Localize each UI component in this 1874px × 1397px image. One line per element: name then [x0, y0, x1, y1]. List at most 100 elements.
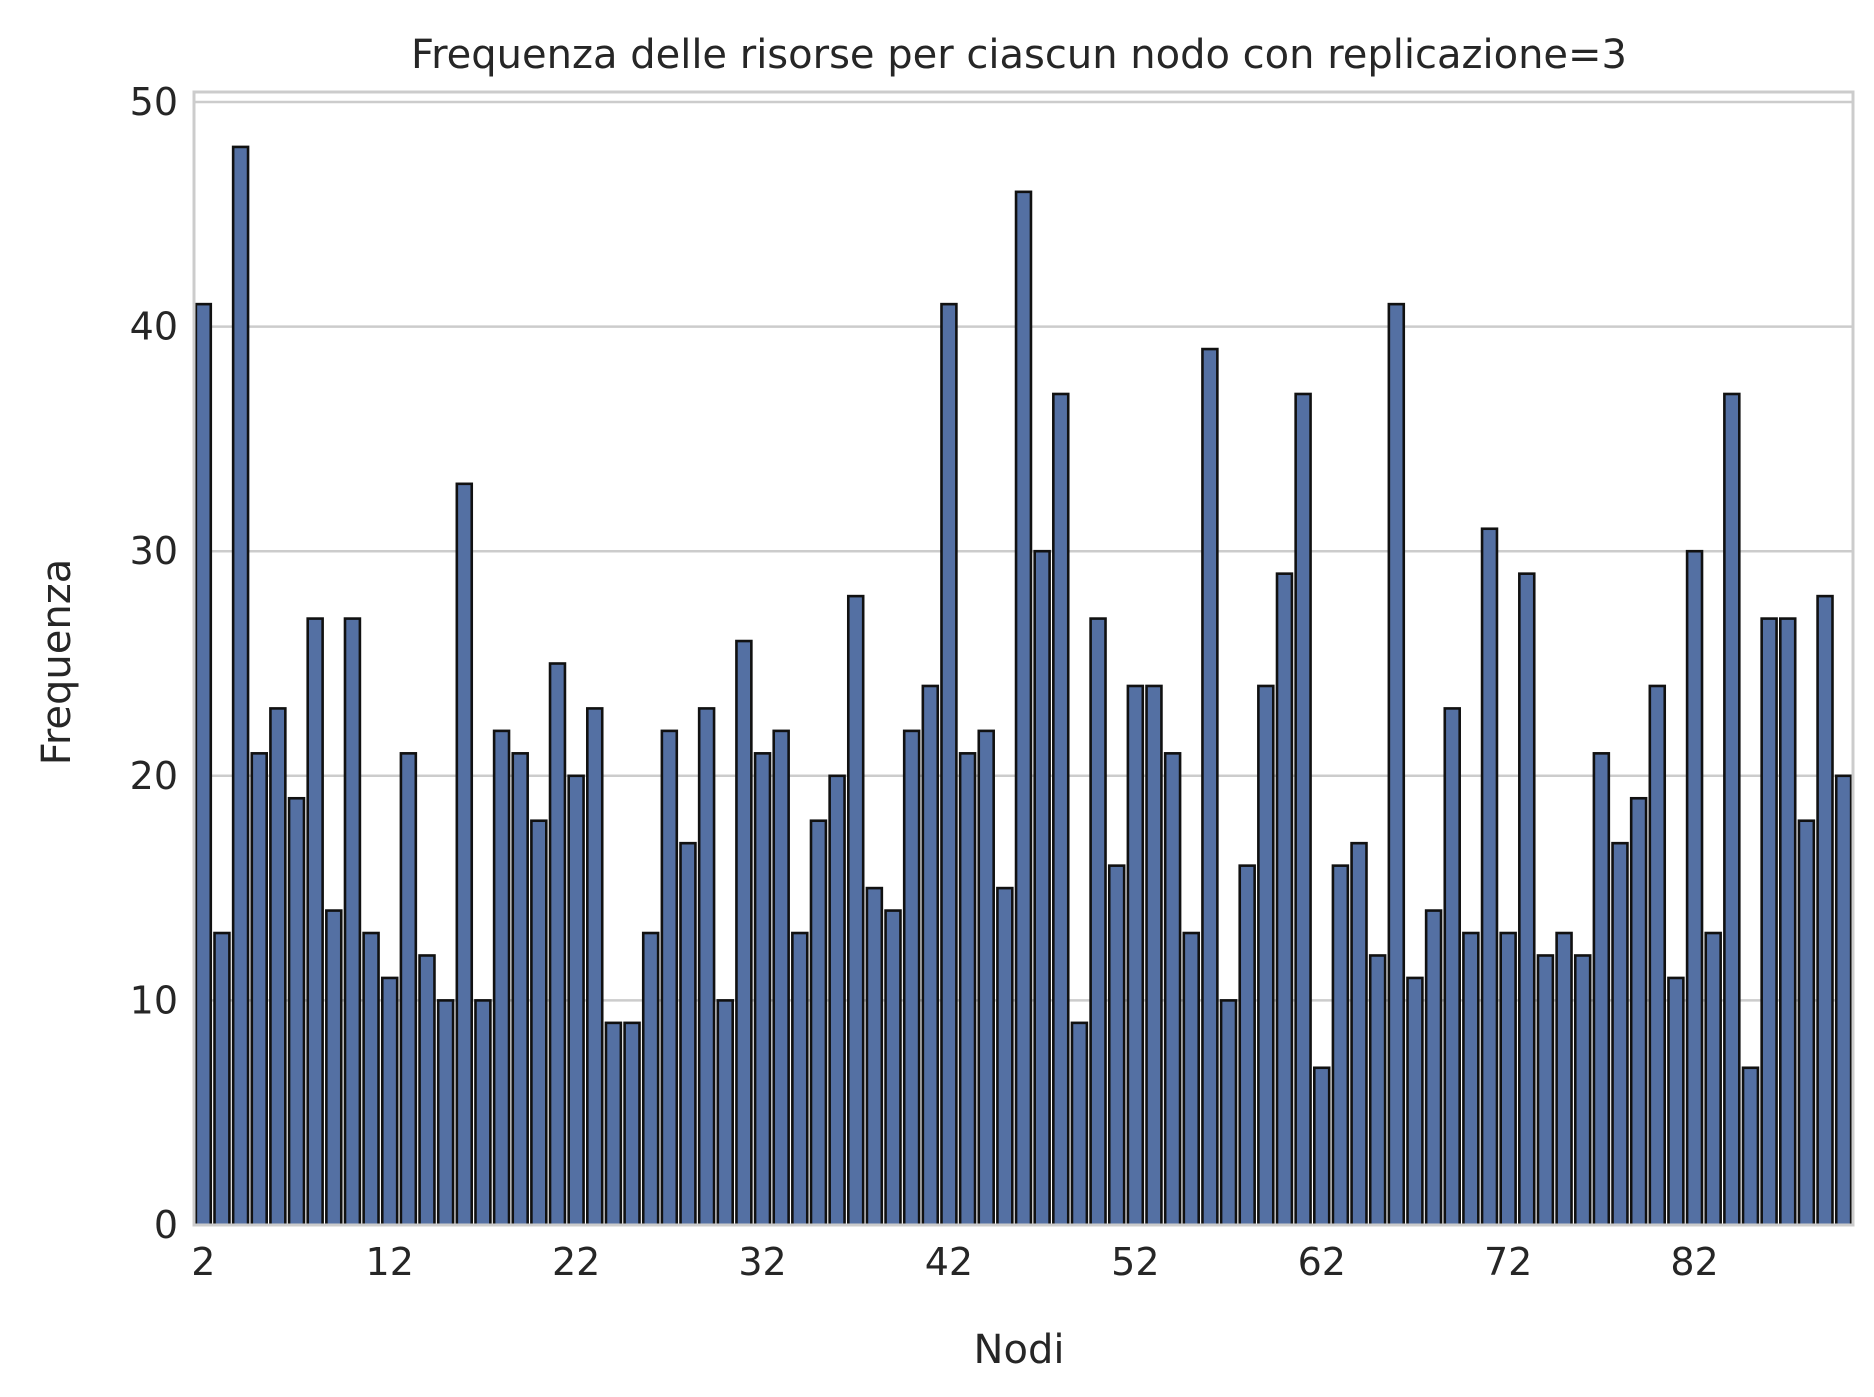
y-tick-label: 10	[130, 978, 178, 1022]
bar-node-63	[1331, 864, 1350, 1227]
bar-node-19	[511, 752, 529, 1227]
bar-node-29	[697, 707, 716, 1227]
bar-node-64	[1350, 841, 1368, 1227]
bar-node-27	[660, 729, 679, 1227]
bar-node-69	[1443, 707, 1461, 1227]
bar-node-58	[1238, 864, 1256, 1227]
bar-node-71	[1480, 527, 1499, 1227]
bar-node-37	[846, 594, 865, 1227]
bar-node-86	[1760, 617, 1778, 1227]
bar-node-54	[1163, 752, 1182, 1227]
bar-node-18	[492, 729, 511, 1227]
bar-node-83	[1704, 931, 1722, 1227]
bar-node-52	[1126, 684, 1145, 1227]
bar-node-76	[1573, 954, 1592, 1227]
bar-node-28	[679, 841, 697, 1227]
bar-node-47	[1033, 549, 1051, 1227]
bar-node-9	[325, 909, 343, 1227]
bar-node-10	[343, 617, 362, 1227]
bar-node-88	[1797, 819, 1816, 1227]
bar-node-80	[1648, 684, 1667, 1227]
chart-title: Frequenza delle risorse per ciascun nodo…	[411, 32, 1627, 78]
bar-node-6	[269, 707, 287, 1227]
bar-node-35	[809, 819, 828, 1227]
plot-frame	[192, 90, 1855, 1227]
bar-node-43	[958, 752, 977, 1227]
bar-node-5	[250, 752, 268, 1227]
bar-node-53	[1145, 684, 1163, 1227]
bar-node-44	[977, 729, 995, 1227]
bar-node-22	[567, 774, 585, 1227]
y-tick-label: 40	[130, 305, 178, 349]
bar-node-7	[287, 796, 306, 1227]
bar-node-81	[1667, 976, 1685, 1227]
bar-node-31	[735, 639, 753, 1227]
y-tick-labels: 0 10 20 30 40 50	[130, 80, 178, 1247]
x-tick-label: 2	[191, 1240, 215, 1284]
bar-node-77	[1592, 752, 1611, 1227]
bar-node-48	[1052, 392, 1070, 1227]
bar-node-12	[380, 976, 399, 1227]
bar-node-79	[1629, 796, 1648, 1227]
bars	[194, 145, 1853, 1227]
bar-node-74	[1536, 954, 1555, 1227]
bar-node-70	[1462, 931, 1480, 1227]
y-tick-label: 0	[154, 1203, 178, 1247]
bar-node-56	[1201, 347, 1219, 1227]
bar-node-65	[1368, 954, 1387, 1227]
x-tick-label: 52	[1111, 1240, 1159, 1284]
bar-node-73	[1518, 572, 1536, 1227]
y-tick-label: 20	[130, 754, 178, 798]
bar-node-59	[1257, 684, 1275, 1227]
x-tick-label: 32	[738, 1240, 786, 1284]
bar-node-26	[641, 931, 660, 1227]
x-tick-label: 82	[1670, 1240, 1718, 1284]
x-tick-label: 12	[366, 1240, 414, 1284]
bar-node-55	[1182, 931, 1201, 1227]
bar-node-14	[418, 954, 436, 1227]
bar-node-60	[1275, 572, 1294, 1227]
bar-node-49	[1070, 1021, 1089, 1227]
bar-node-45	[996, 886, 1014, 1227]
bar-node-51	[1107, 864, 1126, 1227]
x-tick-label: 62	[1298, 1240, 1346, 1284]
x-tick-label: 72	[1484, 1240, 1532, 1284]
bar-node-46	[1014, 190, 1033, 1227]
bar-node-62	[1312, 1066, 1331, 1227]
bar-node-24	[604, 1021, 623, 1227]
bar-node-67	[1406, 976, 1424, 1227]
bar-node-36	[828, 774, 846, 1227]
bar-node-38	[865, 886, 884, 1227]
y-axis-label: Frequenza	[34, 559, 80, 765]
bar-node-66	[1387, 302, 1406, 1227]
bar-node-8	[306, 617, 324, 1227]
bar-node-17	[474, 999, 492, 1227]
bar-node-72	[1499, 931, 1517, 1227]
bar-node-15	[436, 999, 455, 1227]
bar-node-32	[753, 752, 772, 1227]
bar-node-34	[791, 931, 809, 1227]
bar-node-57	[1219, 999, 1238, 1227]
x-axis-label: Nodi	[974, 1327, 1065, 1373]
y-tick-label: 30	[130, 529, 178, 573]
x-tick-label: 22	[552, 1240, 600, 1284]
bar-node-11	[362, 931, 380, 1227]
x-tick-labels: 2 12 22 32 42 52 62 72 82	[191, 1240, 1719, 1284]
bar-node-33	[772, 729, 790, 1227]
bar-node-85	[1741, 1066, 1760, 1227]
bar-node-21	[548, 662, 567, 1227]
bar-node-4	[231, 145, 250, 1227]
bar-node-90	[1834, 774, 1853, 1227]
bar-node-2	[194, 302, 213, 1227]
bar-node-13	[399, 752, 418, 1227]
bar-node-41	[921, 684, 940, 1227]
bar-node-78	[1611, 841, 1629, 1227]
bar-node-3	[213, 931, 231, 1227]
bar-node-25	[623, 1021, 641, 1227]
bar-node-30	[716, 999, 735, 1227]
bar-node-42	[940, 302, 958, 1227]
bar-node-82	[1685, 549, 1704, 1227]
bar-node-20	[530, 819, 548, 1227]
bar-node-50	[1089, 617, 1107, 1227]
